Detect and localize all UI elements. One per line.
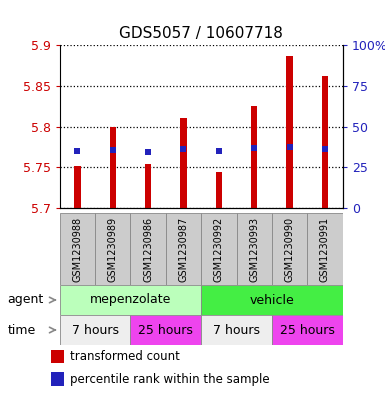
Text: GSM1230989: GSM1230989 [108,217,118,281]
Text: GSM1230987: GSM1230987 [179,217,189,282]
Text: GSM1230991: GSM1230991 [320,217,330,281]
Text: mepenzolate: mepenzolate [90,294,171,307]
Text: 25 hours: 25 hours [138,323,193,336]
Text: 7 hours: 7 hours [72,323,119,336]
Bar [60,315,131,345]
Bar [236,213,272,285]
Bar [145,164,151,208]
Title: GDS5057 / 10607718: GDS5057 / 10607718 [119,26,283,41]
Bar [110,127,116,208]
Text: GSM1230990: GSM1230990 [285,217,295,281]
Bar [131,213,166,285]
Text: GSM1230988: GSM1230988 [72,217,82,281]
Bar [166,213,201,285]
Bar [131,315,201,345]
Bar [51,350,64,363]
Bar [307,213,343,285]
Text: GSM1230993: GSM1230993 [249,217,259,281]
Text: percentile rank within the sample: percentile rank within the sample [70,373,270,386]
Bar [60,285,201,315]
Bar [95,213,131,285]
Bar [60,213,95,285]
Bar [201,213,236,285]
Bar [286,55,293,208]
Text: GSM1230992: GSM1230992 [214,217,224,282]
Bar [272,213,307,285]
Text: 25 hours: 25 hours [280,323,335,336]
Bar [216,172,222,208]
Text: time: time [8,323,36,336]
Bar [180,118,187,208]
Bar [322,76,328,208]
Bar [251,106,258,208]
Bar [201,285,343,315]
Text: transformed count: transformed count [70,350,180,363]
Bar [272,315,343,345]
Bar [51,372,64,386]
Text: vehicle: vehicle [249,294,294,307]
Text: 7 hours: 7 hours [213,323,260,336]
Bar [201,315,272,345]
Text: GSM1230986: GSM1230986 [143,217,153,281]
Text: agent: agent [8,294,44,307]
Bar [74,166,80,208]
